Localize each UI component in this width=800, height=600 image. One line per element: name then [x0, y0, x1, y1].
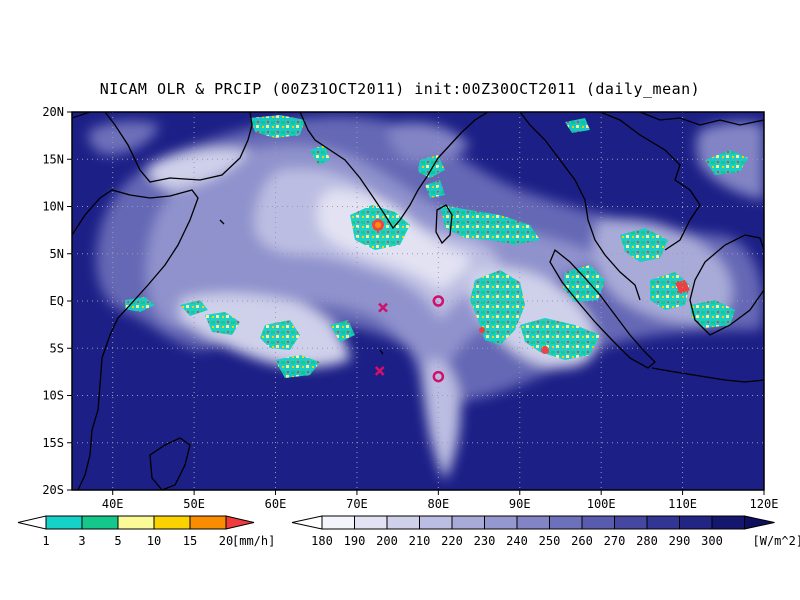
colorbar-segment: [451, 515, 485, 530]
colorbar-segment: [419, 515, 453, 530]
lat-tick-label: 10N: [42, 200, 64, 214]
colorbar-segment: [484, 515, 518, 530]
colorbar-segment: [321, 515, 355, 530]
colorbar-label: 300: [701, 534, 723, 548]
colorbar-label: 1: [42, 534, 49, 548]
colorbar-label: 230: [474, 534, 496, 548]
colorbar-segment: [117, 515, 155, 530]
colorbar-segment: [549, 515, 583, 530]
marker-x: [378, 302, 388, 313]
colorbar-label: 5: [114, 534, 121, 548]
precip-field: [125, 115, 748, 378]
lat-tick-label: 15N: [42, 152, 64, 166]
lat-tick-label: 15S: [42, 436, 64, 450]
colorbar-segment: [711, 515, 745, 530]
lon-tick-label: 40E: [102, 497, 124, 511]
colorbar-segment: [153, 515, 191, 530]
latitude-axis: 20N 15N 10N 5N EQ 5S 10S 15S 20S: [42, 105, 72, 497]
colorbar-label: 190: [344, 534, 366, 548]
longitude-axis: 40E 50E 60E 70E 80E 90E 100E 110E 120E: [102, 490, 779, 511]
colorbar-label: 240: [506, 534, 528, 548]
colorbar-segment: [45, 515, 83, 530]
lon-tick-label: 60E: [265, 497, 287, 511]
lon-tick-label: 90E: [509, 497, 531, 511]
colorbar-left-arrow: [17, 515, 47, 530]
colorbar-right-arrow: [744, 515, 775, 530]
lon-tick-label: 70E: [346, 497, 368, 511]
colorbar-label: 270: [604, 534, 626, 548]
map-title: NICAM OLR & PRCIP (00Z31OCT2011) init:00…: [99, 80, 701, 98]
lon-tick-label: 100E: [587, 497, 616, 511]
lon-tick-label: 110E: [668, 497, 697, 511]
map-area: [72, 112, 764, 490]
coastlines: [72, 112, 764, 490]
colorbar-label: 200: [376, 534, 398, 548]
colorbar-label: 220: [441, 534, 463, 548]
colorbar-segment: [386, 515, 420, 530]
lon-tick-label: 80E: [428, 497, 450, 511]
colorbar-segment: [189, 515, 227, 530]
lat-tick-label: EQ: [50, 294, 64, 308]
lat-tick-label: 5S: [50, 341, 64, 355]
colorbar-segment: [516, 515, 550, 530]
marker-layer: [374, 295, 445, 383]
lat-tick-label: 20S: [42, 483, 64, 497]
colorbar-label: 290: [669, 534, 691, 548]
colorbar-segment: [81, 515, 119, 530]
colorbar-label: 180: [311, 534, 333, 548]
colorbar-segment: [646, 515, 680, 530]
colorbar-label: 15: [183, 534, 197, 548]
colorbar-left-arrow: [291, 515, 323, 530]
marker-circle: [432, 370, 445, 383]
colorbar-right-arrow: [225, 515, 255, 530]
colorbar-unit: [W/m^2]: [753, 534, 800, 548]
marker-x: [374, 366, 385, 376]
colorbar-label: 210: [409, 534, 431, 548]
lon-tick-label: 50E: [183, 497, 205, 511]
precip-colorbar: 1 3 5 10 15 20[mm/h]: [17, 515, 275, 548]
lat-tick-label: 20N: [42, 105, 64, 119]
colorbar-segment: [614, 515, 648, 530]
colorbar-label: 10: [147, 534, 161, 548]
colorbar-label: 260: [571, 534, 593, 548]
olr-colorbar: 180 190 200 210 220 230 240 250 260 270 280 290 300 […: [291, 515, 800, 548]
colorbar-segment: [679, 515, 713, 530]
lon-tick-label: 120E: [750, 497, 779, 511]
colorbar-unit: [mm/h]: [232, 534, 275, 548]
colorbar-label: 250: [539, 534, 561, 548]
marker-circle: [432, 295, 445, 307]
lat-tick-label: 5N: [50, 247, 64, 261]
colorbar-label: 280: [636, 534, 658, 548]
colorbar-label: 20: [219, 534, 233, 548]
colorbar-segment: [354, 515, 388, 530]
lat-tick-label: 10S: [42, 389, 64, 403]
colorbar-segment: [581, 515, 615, 530]
colorbar-label: 3: [78, 534, 85, 548]
